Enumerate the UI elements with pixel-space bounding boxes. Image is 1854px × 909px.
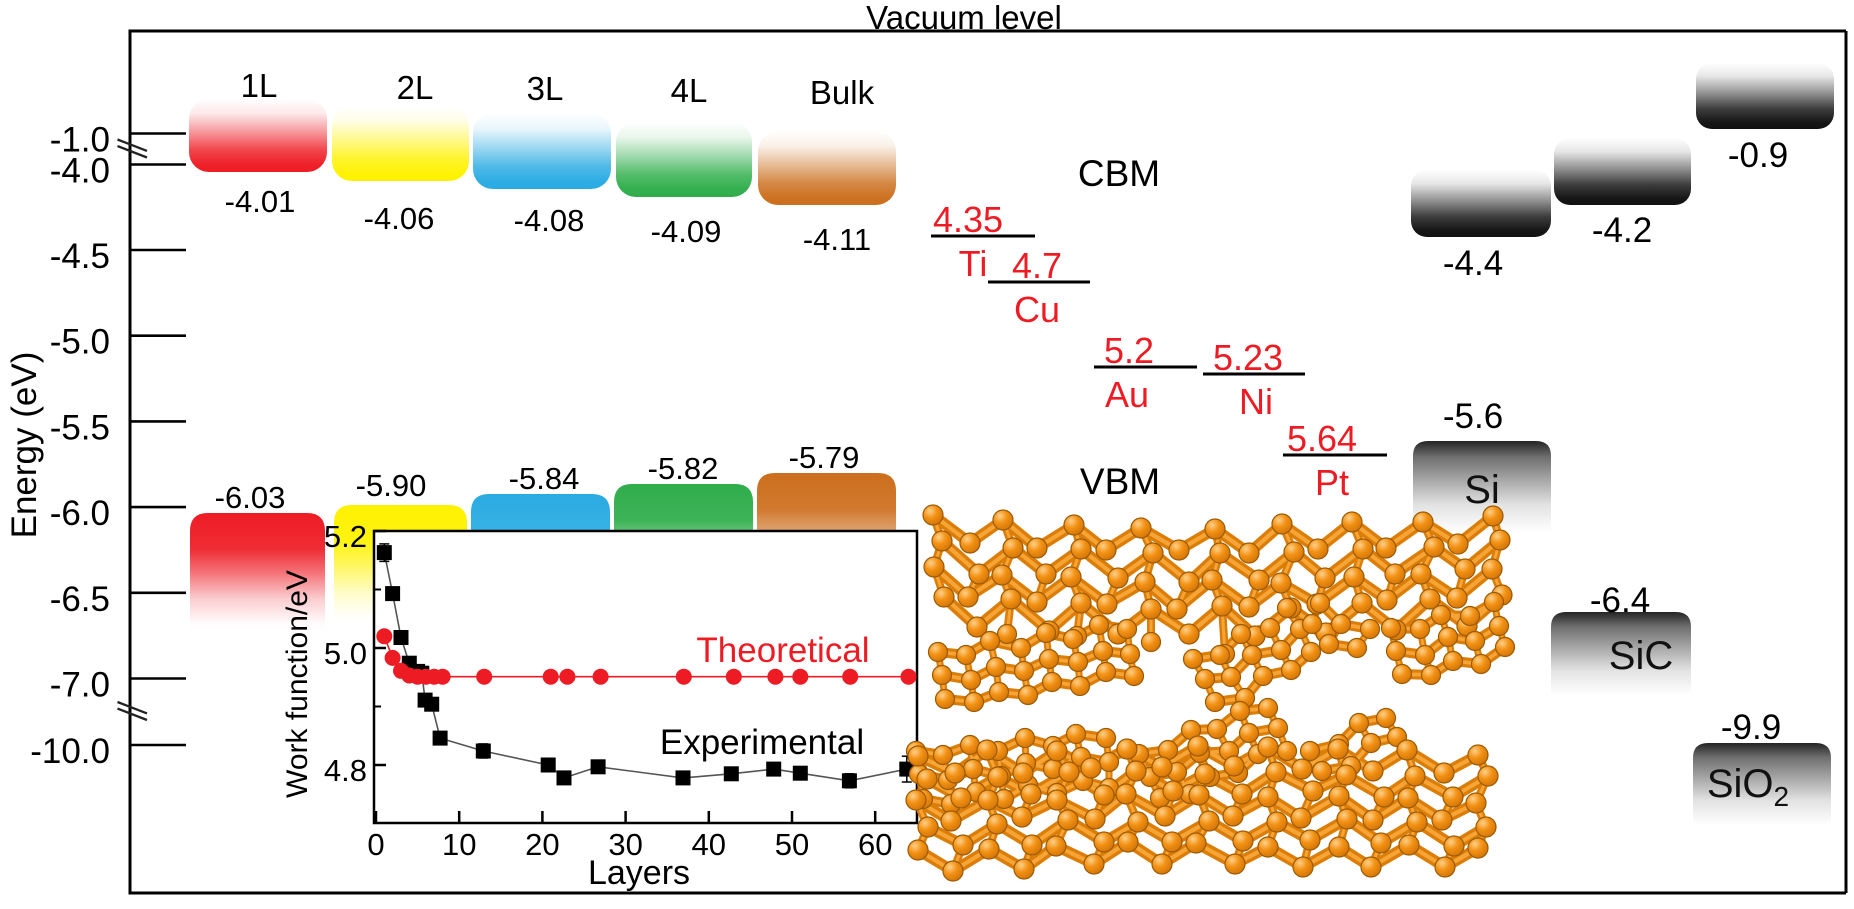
svg-text:-4.01: -4.01	[225, 184, 296, 219]
svg-text:-6.03: -6.03	[215, 480, 286, 515]
svg-text:Theoretical: Theoretical	[696, 631, 869, 670]
svg-text:-5.82: -5.82	[648, 451, 719, 486]
svg-text:5.64: 5.64	[1287, 418, 1357, 459]
svg-text:-4.0: -4.0	[50, 152, 110, 191]
svg-text:Pt: Pt	[1315, 462, 1349, 503]
svg-text:-5.79: -5.79	[789, 440, 860, 475]
svg-text:10: 10	[442, 827, 476, 862]
svg-text:20: 20	[525, 827, 559, 862]
svg-text:SiC: SiC	[1609, 634, 1673, 678]
svg-text:1L: 1L	[241, 67, 278, 104]
svg-text:4.35: 4.35	[933, 199, 1003, 240]
svg-text:-6.4: -6.4	[1590, 581, 1650, 620]
svg-text:Vacuum level: Vacuum level	[866, 0, 1062, 36]
svg-text:-5.84: -5.84	[509, 461, 580, 496]
svg-text:-5.6: -5.6	[1443, 397, 1503, 436]
svg-text:5.2: 5.2	[324, 519, 367, 554]
svg-text:Ni: Ni	[1239, 381, 1273, 422]
svg-text:Ti: Ti	[959, 243, 988, 284]
svg-text:-5.90: -5.90	[356, 468, 427, 503]
svg-text:-4.06: -4.06	[364, 201, 435, 236]
svg-text:3L: 3L	[527, 70, 564, 107]
svg-text:Bulk: Bulk	[810, 74, 875, 111]
svg-text:CBM: CBM	[1078, 153, 1160, 194]
svg-text:Work function/eV: Work function/eV	[281, 570, 314, 798]
svg-text:-4.09: -4.09	[651, 214, 722, 249]
svg-text:2L: 2L	[397, 69, 434, 106]
svg-text:-6.0: -6.0	[50, 494, 110, 533]
svg-text:-1.0: -1.0	[50, 121, 110, 160]
svg-text:-4.11: -4.11	[803, 222, 871, 257]
svg-text:Si: Si	[1464, 468, 1500, 512]
svg-text:-5.5: -5.5	[50, 408, 110, 447]
svg-text:0: 0	[367, 827, 384, 862]
svg-text:4.7: 4.7	[1012, 245, 1062, 286]
svg-text:-7.0: -7.0	[50, 666, 110, 705]
svg-text:-4.08: -4.08	[514, 203, 585, 238]
svg-text:-5.0: -5.0	[50, 323, 110, 362]
svg-text:Layers: Layers	[588, 854, 690, 892]
svg-text:5.2: 5.2	[1104, 330, 1154, 371]
svg-text:-4.5: -4.5	[50, 237, 110, 276]
svg-text:4.8: 4.8	[324, 753, 367, 788]
svg-text:VBM: VBM	[1080, 461, 1160, 502]
svg-text:-0.9: -0.9	[1728, 136, 1788, 175]
svg-text:-6.5: -6.5	[50, 580, 110, 619]
svg-text:50: 50	[775, 827, 809, 862]
svg-text:Au: Au	[1105, 374, 1149, 415]
svg-text:40: 40	[692, 827, 726, 862]
svg-text:Energy (eV): Energy (eV)	[5, 352, 44, 539]
svg-text:Cu: Cu	[1014, 289, 1060, 330]
svg-text:-10.0: -10.0	[30, 732, 110, 771]
svg-text:-4.2: -4.2	[1592, 211, 1652, 250]
svg-text:4L: 4L	[671, 72, 708, 109]
svg-text:Experimental: Experimental	[660, 723, 864, 762]
svg-text:30: 30	[608, 827, 642, 862]
svg-text:5.0: 5.0	[324, 636, 367, 671]
svg-text:-9.9: -9.9	[1721, 708, 1781, 747]
svg-text:60: 60	[858, 827, 892, 862]
svg-text:-4.4: -4.4	[1443, 244, 1503, 283]
svg-text:5.23: 5.23	[1213, 337, 1283, 378]
